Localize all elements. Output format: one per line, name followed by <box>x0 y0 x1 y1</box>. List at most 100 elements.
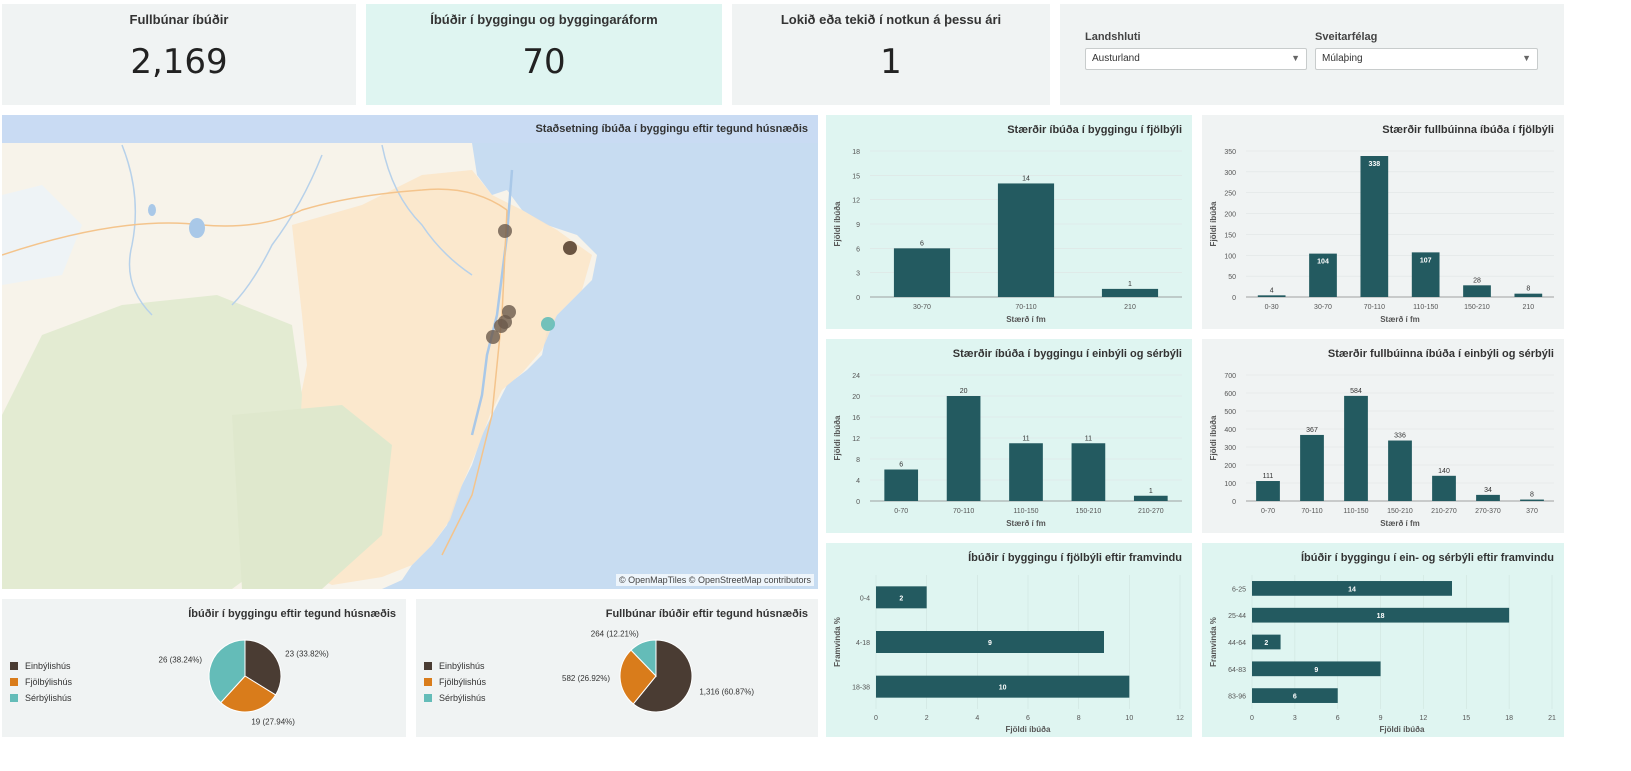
data-label: 367 <box>1306 427 1318 434</box>
bar <box>876 675 1130 698</box>
y-tick-label: 12 <box>852 198 860 205</box>
x-tick-label: 9 <box>1379 715 1383 722</box>
y-tick-label: 9 <box>856 222 860 229</box>
map-panel[interactable]: Staðsetning íbúða í byggingu eftir tegun… <box>2 115 818 589</box>
y-tick-label: 0-4 <box>860 595 870 602</box>
x-tick-label: 110-150 <box>1413 304 1438 311</box>
y-tick-label: 200 <box>1224 212 1236 219</box>
y-tick-label: 6 <box>856 246 860 253</box>
chart-panel-c3: Stærðir íbúða í byggingu í einbýli og sé… <box>826 339 1192 533</box>
bar <box>884 469 919 501</box>
chart-title: Fullbúnar íbúðir eftir tegund húsnæðis <box>605 608 808 620</box>
y-tick-label: 4 <box>856 478 860 485</box>
data-label: 6 <box>1293 694 1297 701</box>
legend-swatch <box>10 694 18 702</box>
x-tick-label: 18 <box>1505 715 1513 722</box>
data-label: 14 <box>1348 586 1356 593</box>
pie-slice <box>208 639 246 704</box>
y-tick-label: 600 <box>1224 391 1236 398</box>
x-tick-label: 150-210 <box>1464 304 1490 311</box>
pie-slice <box>220 675 277 713</box>
y-tick-label: 64-83 <box>1228 667 1246 674</box>
chart-title: Íbúðir í byggingu í fjölbýli eftir framv… <box>968 552 1182 564</box>
slice-label: 264 (12.21%) <box>591 629 639 638</box>
kpi-finished-this-year-panel: Lokið eða tekið í notkun á þessu ári 1 <box>732 4 1050 105</box>
y-axis-label: Framvinda % <box>833 617 842 667</box>
chart-panel-c6: Íbúðir í byggingu í ein- og sérbýli efti… <box>1202 543 1564 737</box>
glacier-area <box>2 185 82 285</box>
bar <box>1101 288 1159 297</box>
pie-chart-p1: 23 (33.82%) 19 (27.94%) 26 (38.24%) <box>159 639 329 727</box>
x-tick-label: 70-110 <box>953 508 974 515</box>
y-tick-label: 50 <box>1228 274 1236 281</box>
x-tick-label: 6 <box>1026 715 1030 722</box>
y-tick-label: 0 <box>856 499 860 506</box>
x-axis-label: Stærð í fm <box>1380 519 1420 528</box>
bar <box>1257 295 1286 297</box>
region-select[interactable]: Austurland ▼ <box>1085 48 1307 70</box>
bar <box>1071 443 1106 501</box>
kpi-finished-this-year-value: 1 <box>880 42 902 82</box>
bar <box>1256 481 1280 501</box>
data-label: 8 <box>1530 492 1534 499</box>
legend-label: Einbýlishús <box>25 661 71 671</box>
legend-label: Fjölbýlishús <box>25 677 73 687</box>
data-label: 584 <box>1350 388 1362 395</box>
y-tick-label: 100 <box>1224 253 1236 260</box>
data-label: 338 <box>1368 161 1380 168</box>
bar <box>1009 443 1043 501</box>
y-axis-label: Fjöldi íbúða <box>833 415 842 460</box>
bar <box>1300 434 1324 501</box>
data-label: 9 <box>988 640 992 647</box>
kpi-finished-this-year-title: Lokið eða tekið í notkun á þessu ári <box>780 12 1002 27</box>
legend-swatch <box>424 694 432 702</box>
data-label: 104 <box>1317 259 1329 266</box>
bar-chart-c2: 0 50 100 150 200 250 300 350 0-30 4 30-70 104 70-110… <box>1209 149 1554 324</box>
y-tick-label: 8 <box>856 457 860 464</box>
pie-legend: Einbýlishús Fjölbýlishús Sérbýlishús <box>424 661 486 709</box>
bar <box>893 248 951 297</box>
data-label: 9 <box>1314 667 1318 674</box>
x-tick-label: 21 <box>1548 715 1556 722</box>
hbar-chart-c5: 0 2 4 6 8 10 12 0-4 2 4-18 9 18-38 10 Fjöldi íbúða Fra… <box>833 575 1184 734</box>
data-label: 11 <box>1022 435 1029 442</box>
bar <box>1133 495 1168 501</box>
data-label: 1 <box>1128 281 1132 288</box>
map-attribution[interactable]: © OpenMapTiles © OpenStreetMap contribut… <box>615 574 814 586</box>
y-tick-label: 400 <box>1224 427 1236 434</box>
bar <box>1252 607 1510 623</box>
municipality-select[interactable]: Múlaþing ▼ <box>1315 48 1538 70</box>
legend-label: Sérbýlishús <box>25 693 72 703</box>
slice-label: 19 (27.94%) <box>251 718 295 727</box>
chevron-down-icon: ▼ <box>1522 53 1531 63</box>
kpi-completed-value: 2,169 <box>130 42 228 82</box>
x-tick-label: 150-210 <box>1076 508 1102 515</box>
map-canvas[interactable] <box>2 115 818 589</box>
river-line <box>231 154 323 306</box>
river-line <box>381 144 473 276</box>
y-tick-label: 300 <box>1224 170 1236 177</box>
river-line <box>121 144 153 316</box>
bar <box>1252 634 1281 650</box>
y-tick-label: 15 <box>852 173 860 180</box>
legend-swatch <box>424 662 432 670</box>
pie-slice <box>619 649 657 705</box>
chart-panel-c2: Stærðir fullbúinna íbúða í fjölbýli 0 50 1… <box>1202 115 1564 329</box>
map-marker-einbyli <box>486 330 500 344</box>
x-tick-label: 12 <box>1420 715 1428 722</box>
y-tick-label: 500 <box>1224 409 1236 416</box>
y-tick-label: 3 <box>856 271 860 278</box>
bar <box>1463 285 1491 297</box>
chart-title: Stærðir íbúða í byggingu í einbýli og sé… <box>952 348 1182 360</box>
legend-item: Sérbýlishús <box>424 693 486 703</box>
y-tick-label: 300 <box>1224 445 1236 452</box>
region-select-value: Austurland <box>1092 53 1140 64</box>
slice-label: 26 (38.24%) <box>159 655 203 664</box>
legend-item: Fjölbýlishús <box>10 677 72 687</box>
x-axis-label: Fjöldi íbúða <box>1006 725 1051 734</box>
kpi-completed-panel: Fullbúnar íbúðir 2,169 <box>2 4 356 105</box>
forest-area-2 <box>232 405 392 589</box>
data-label: 11 <box>1085 435 1092 442</box>
y-tick-label: 18-38 <box>852 685 870 692</box>
kpi-under-construction-value: 70 <box>522 42 566 82</box>
